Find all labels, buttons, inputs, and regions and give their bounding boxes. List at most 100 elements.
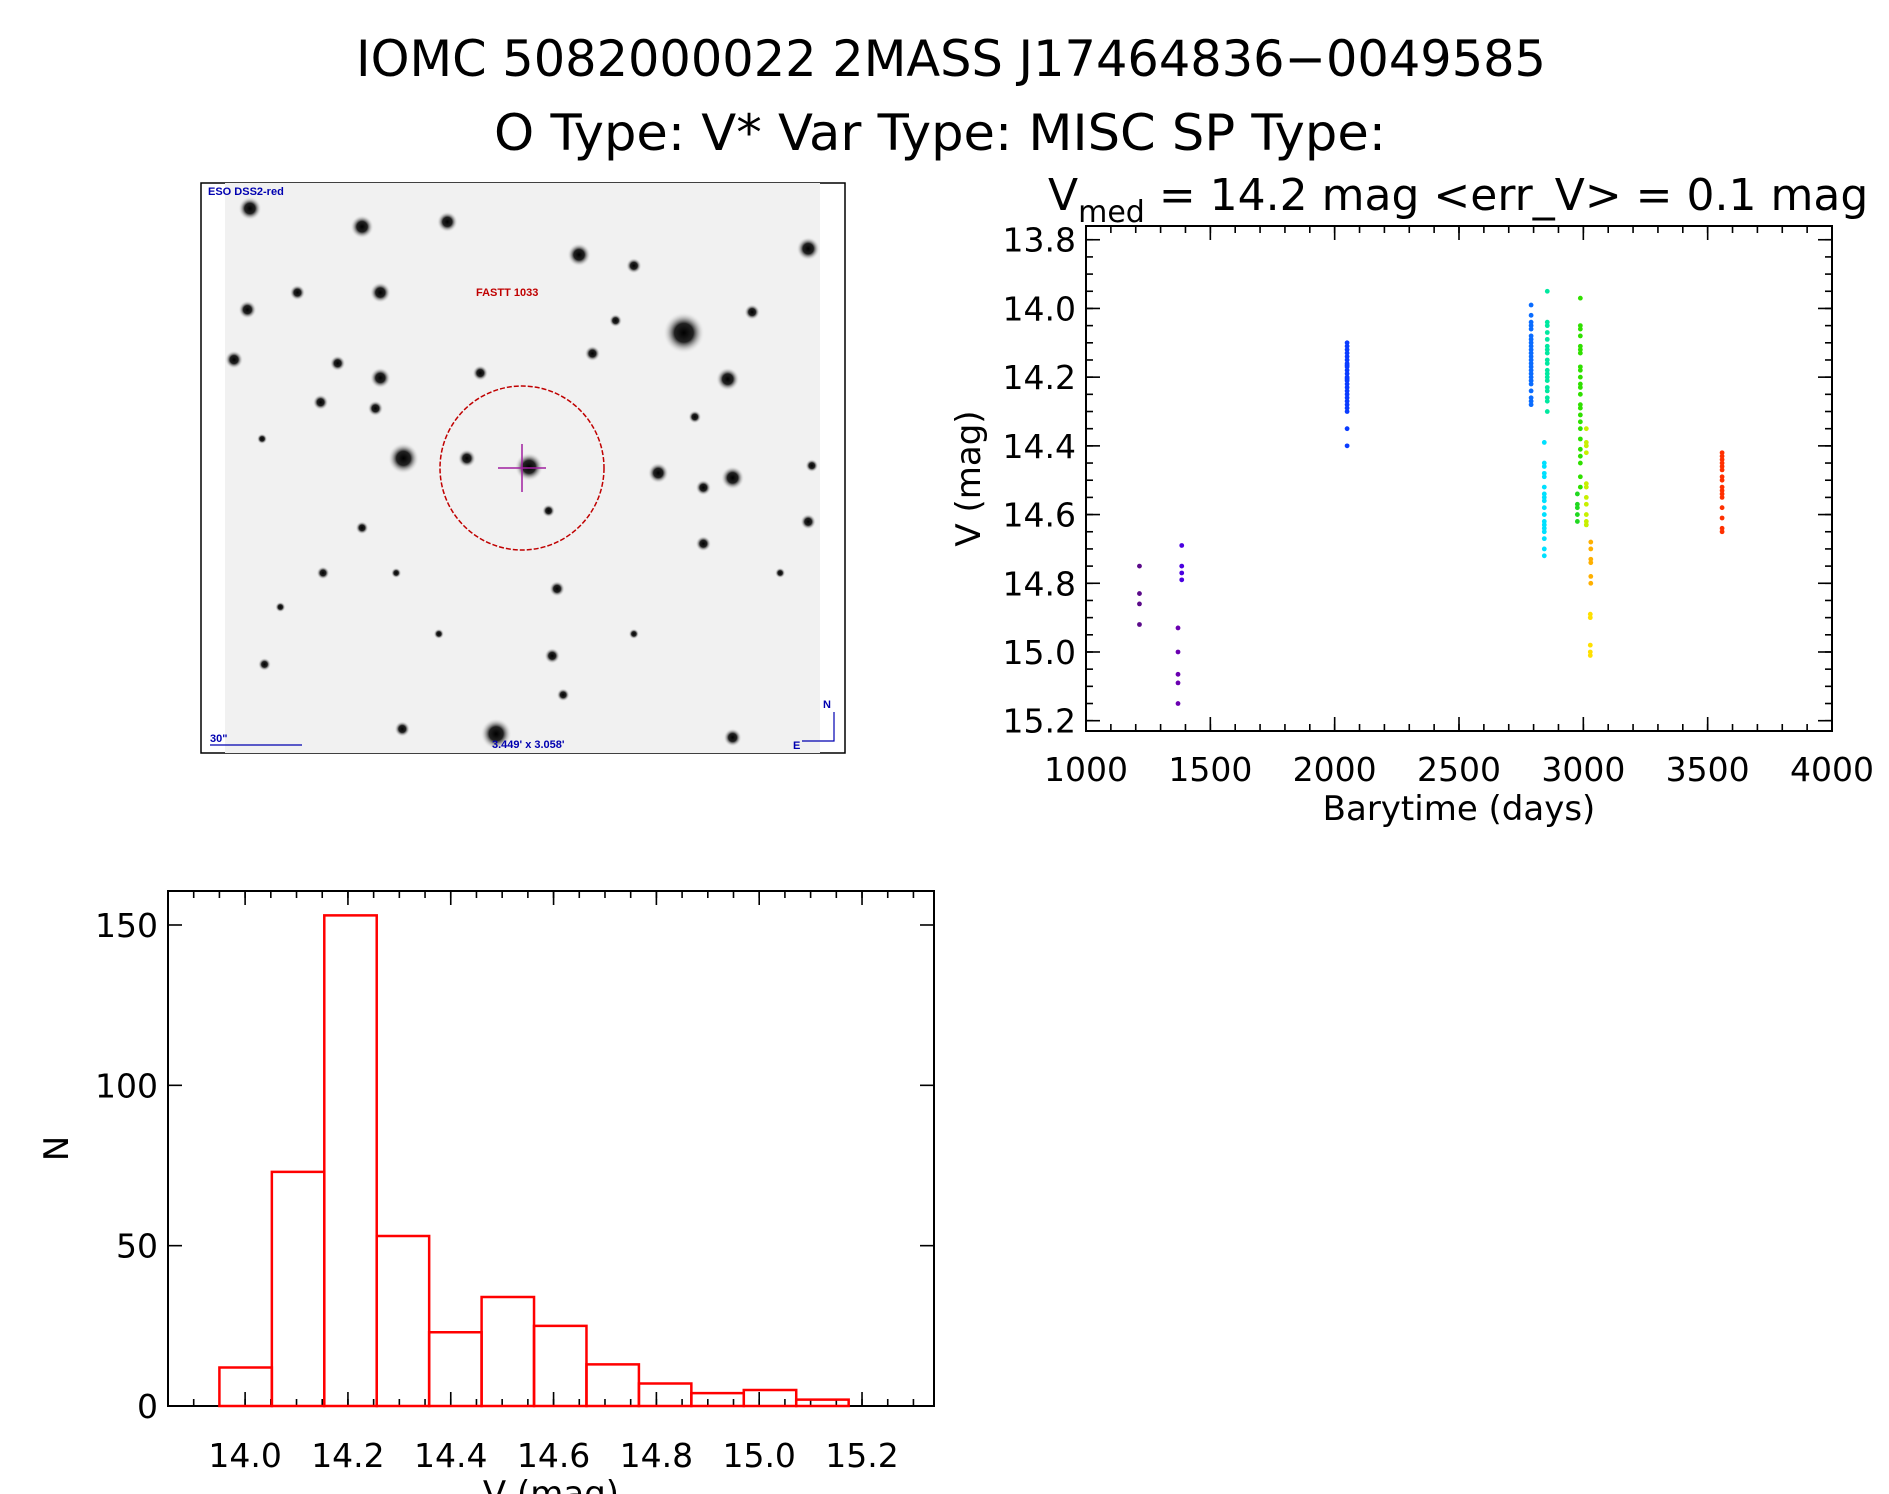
y-tick-label: 14.0 (1003, 289, 1076, 328)
data-point (1544, 350, 1550, 356)
data-point (1577, 436, 1583, 442)
data-point (1544, 388, 1550, 394)
data-point (1583, 450, 1589, 456)
star (457, 449, 476, 468)
data-point (1541, 460, 1547, 466)
histogram-bar (270, 1170, 326, 1408)
x-axis-label: Barytime (days) (1323, 789, 1596, 829)
data-point (1544, 371, 1550, 377)
y-tick-label: 0 (137, 1387, 158, 1426)
data-point (1583, 440, 1589, 445)
data-point (1344, 391, 1350, 397)
data-point (1583, 522, 1589, 528)
x-tick-label: 1500 (1168, 750, 1252, 789)
stats-symbol: V (1048, 170, 1078, 221)
data-point (1179, 543, 1185, 548)
data-point (1544, 409, 1550, 414)
data-point (1577, 453, 1583, 459)
data-point (1577, 460, 1583, 466)
fov-label: 3.449' x 3.058' (492, 739, 565, 751)
data-point (1344, 371, 1350, 377)
data-point (1175, 671, 1181, 677)
data-point (1344, 354, 1350, 359)
data-point (1719, 525, 1725, 531)
data-point (1719, 494, 1725, 500)
star (394, 721, 411, 737)
data-point (1583, 443, 1589, 449)
y-axis-label: N (37, 1136, 77, 1161)
data-point (1541, 522, 1547, 528)
data-point (1719, 450, 1725, 456)
data-point (1544, 343, 1550, 349)
aperture-circle (439, 385, 605, 551)
data-point (1544, 347, 1550, 353)
data-point (1541, 440, 1547, 445)
data-point (1528, 378, 1534, 383)
x-tick-label: 14.4 (414, 1436, 487, 1475)
light-curve-chart: 1000 1500 2000 2500 3000 3500 4000 13.8 14.0 14.2… (949, 221, 1874, 829)
x-tick-label: 14.6 (517, 1436, 590, 1475)
data-point (1344, 395, 1350, 401)
data-point (1528, 343, 1534, 349)
star (556, 688, 570, 702)
x-tick-label: 15.0 (722, 1436, 795, 1475)
y-tick-label: 14.8 (1003, 564, 1076, 603)
data-point (1541, 505, 1547, 511)
star (258, 657, 272, 671)
y-tick-label: 13.8 (1003, 221, 1076, 260)
data-point (1583, 426, 1589, 432)
data-point (1137, 563, 1142, 569)
data-point (1344, 367, 1350, 373)
data-point (1544, 374, 1550, 380)
data-point (1541, 525, 1547, 531)
data-point (1544, 385, 1550, 390)
data-point (1528, 357, 1534, 363)
star (514, 452, 544, 482)
data-point (1719, 529, 1725, 535)
scale-bar-label: 30" (210, 733, 227, 745)
data-point (1544, 398, 1550, 404)
data-point (1544, 330, 1550, 335)
star (716, 367, 740, 391)
page-title: IOMC 5082000022 2MASS J17464836−0049585 (356, 30, 1546, 88)
data-point (1544, 319, 1550, 325)
star (744, 304, 760, 320)
star (275, 601, 286, 613)
data-point (1528, 323, 1534, 329)
y-tick-label: 14.2 (1003, 358, 1076, 397)
stats-subscript: med (1078, 195, 1145, 230)
x-tick-label: 15.2 (825, 1436, 898, 1475)
histogram-bar (375, 1234, 431, 1408)
data-point (1577, 391, 1583, 397)
data-point (1175, 649, 1181, 655)
data-point (1588, 546, 1594, 552)
data-point (1528, 374, 1534, 380)
star (609, 314, 623, 328)
data-point (1541, 494, 1547, 500)
data-point (1528, 402, 1534, 408)
histogram-bar (690, 1391, 746, 1408)
data-point (1719, 474, 1725, 480)
star (584, 345, 601, 362)
star (774, 567, 786, 579)
data-point (1541, 484, 1547, 490)
x-tick-label: 14.0 (208, 1436, 281, 1475)
data-point (1528, 326, 1534, 332)
data-point (1344, 443, 1350, 449)
data-point (1577, 326, 1583, 332)
data-point (1344, 347, 1350, 353)
compass-arrows (802, 712, 835, 742)
data-point (1577, 412, 1583, 418)
x-tick-label: 2500 (1417, 750, 1501, 789)
data-point (1179, 570, 1185, 576)
data-point (1137, 591, 1142, 596)
data-point (1541, 546, 1547, 552)
star (695, 479, 712, 496)
y-tick-label: 50 (116, 1227, 158, 1266)
data-point (1528, 312, 1534, 318)
data-point (1719, 453, 1725, 459)
data-point (1528, 340, 1534, 346)
star (663, 311, 705, 354)
data-point (1544, 367, 1550, 373)
star (542, 504, 556, 518)
